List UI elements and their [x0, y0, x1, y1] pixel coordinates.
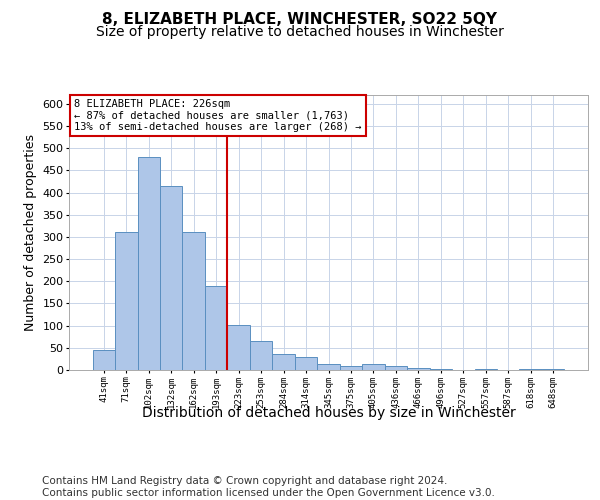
Bar [92, 350, 115, 370]
Bar [295, 356, 317, 370]
Bar [205, 286, 227, 370]
Text: 8 ELIZABETH PLACE: 226sqm
← 87% of detached houses are smaller (1,763)
13% of se: 8 ELIZABETH PLACE: 226sqm ← 87% of detac… [74, 99, 362, 132]
Text: Distribution of detached houses by size in Winchester: Distribution of detached houses by size … [142, 406, 515, 419]
Bar [475, 368, 497, 370]
Bar [250, 341, 272, 370]
Bar [385, 366, 407, 370]
Bar [542, 368, 565, 370]
Bar [160, 186, 182, 370]
Text: Size of property relative to detached houses in Winchester: Size of property relative to detached ho… [96, 25, 504, 39]
Text: 8, ELIZABETH PLACE, WINCHESTER, SO22 5QY: 8, ELIZABETH PLACE, WINCHESTER, SO22 5QY [103, 12, 497, 28]
Bar [430, 368, 452, 370]
Bar [182, 232, 205, 370]
Bar [362, 364, 385, 370]
Bar [317, 364, 340, 370]
Bar [137, 157, 160, 370]
Bar [272, 354, 295, 370]
Bar [340, 366, 362, 370]
Text: Contains HM Land Registry data © Crown copyright and database right 2024.
Contai: Contains HM Land Registry data © Crown c… [42, 476, 495, 498]
Bar [227, 325, 250, 370]
Bar [115, 232, 137, 370]
Bar [520, 368, 542, 370]
Y-axis label: Number of detached properties: Number of detached properties [24, 134, 37, 331]
Bar [407, 368, 430, 370]
